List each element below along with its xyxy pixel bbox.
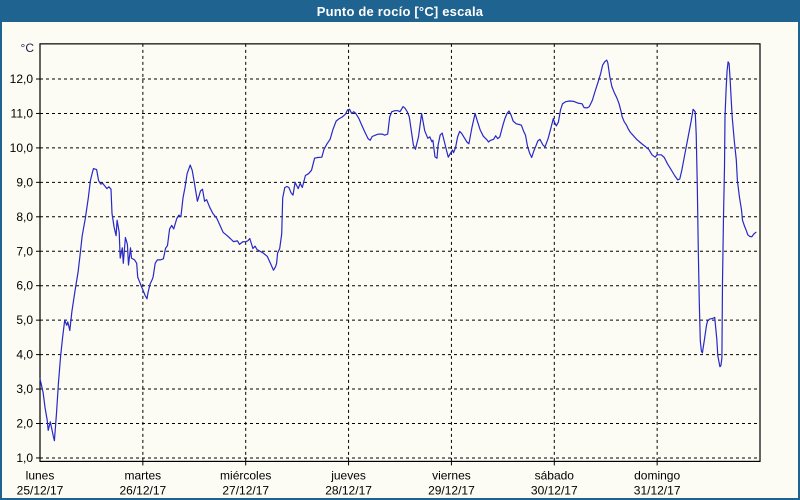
x-day-label: jueves bbox=[330, 468, 366, 482]
window-title: Punto de rocío [°C] escala bbox=[2, 2, 798, 22]
x-date-label: 31/12/17 bbox=[634, 483, 681, 497]
y-tick-label: 9,0 bbox=[16, 175, 33, 189]
y-tick-label: 7,0 bbox=[16, 244, 33, 258]
plot-border bbox=[39, 43, 761, 462]
plot-area bbox=[40, 43, 760, 462]
y-tick-label: 5,0 bbox=[16, 313, 33, 327]
dewpoint-chart: 1,0 2,0 3,0 4,0 5,0 6,0 7,0 8,0 9,0 10,0 11,0 12,0 °… bbox=[10, 41, 761, 497]
x-day-label: martes bbox=[125, 468, 162, 482]
x-date-label: 30/12/17 bbox=[531, 483, 578, 497]
x-date-label: 25/12/17 bbox=[17, 483, 64, 497]
y-tick-label: 11,0 bbox=[11, 106, 34, 120]
x-day-label: sábado bbox=[535, 468, 575, 482]
x-date-label: 27/12/17 bbox=[222, 483, 269, 497]
y-tick-label: 10,0 bbox=[10, 141, 34, 155]
y-axis-unit-label: °C bbox=[21, 41, 35, 55]
y-tick-label: 6,0 bbox=[16, 279, 33, 293]
x-day-label: domingo bbox=[634, 468, 680, 482]
y-tick-label: 4,0 bbox=[16, 348, 33, 362]
y-tick-label: 3,0 bbox=[16, 382, 33, 396]
dewpoint-line bbox=[39, 59, 757, 442]
y-tick-label: 8,0 bbox=[16, 210, 33, 224]
x-day-label: viernes bbox=[432, 468, 471, 482]
x-day-label: lunes bbox=[26, 468, 55, 482]
y-tick-label: 1,0 bbox=[16, 451, 33, 465]
x-date-label: 28/12/17 bbox=[325, 483, 372, 497]
x-date-label: 29/12/17 bbox=[428, 483, 475, 497]
x-day-label: miércoles bbox=[220, 468, 271, 482]
y-tick-label: 2,0 bbox=[16, 417, 33, 431]
x-date-label: 26/12/17 bbox=[119, 483, 166, 497]
y-tick-label: 12,0 bbox=[10, 72, 34, 86]
